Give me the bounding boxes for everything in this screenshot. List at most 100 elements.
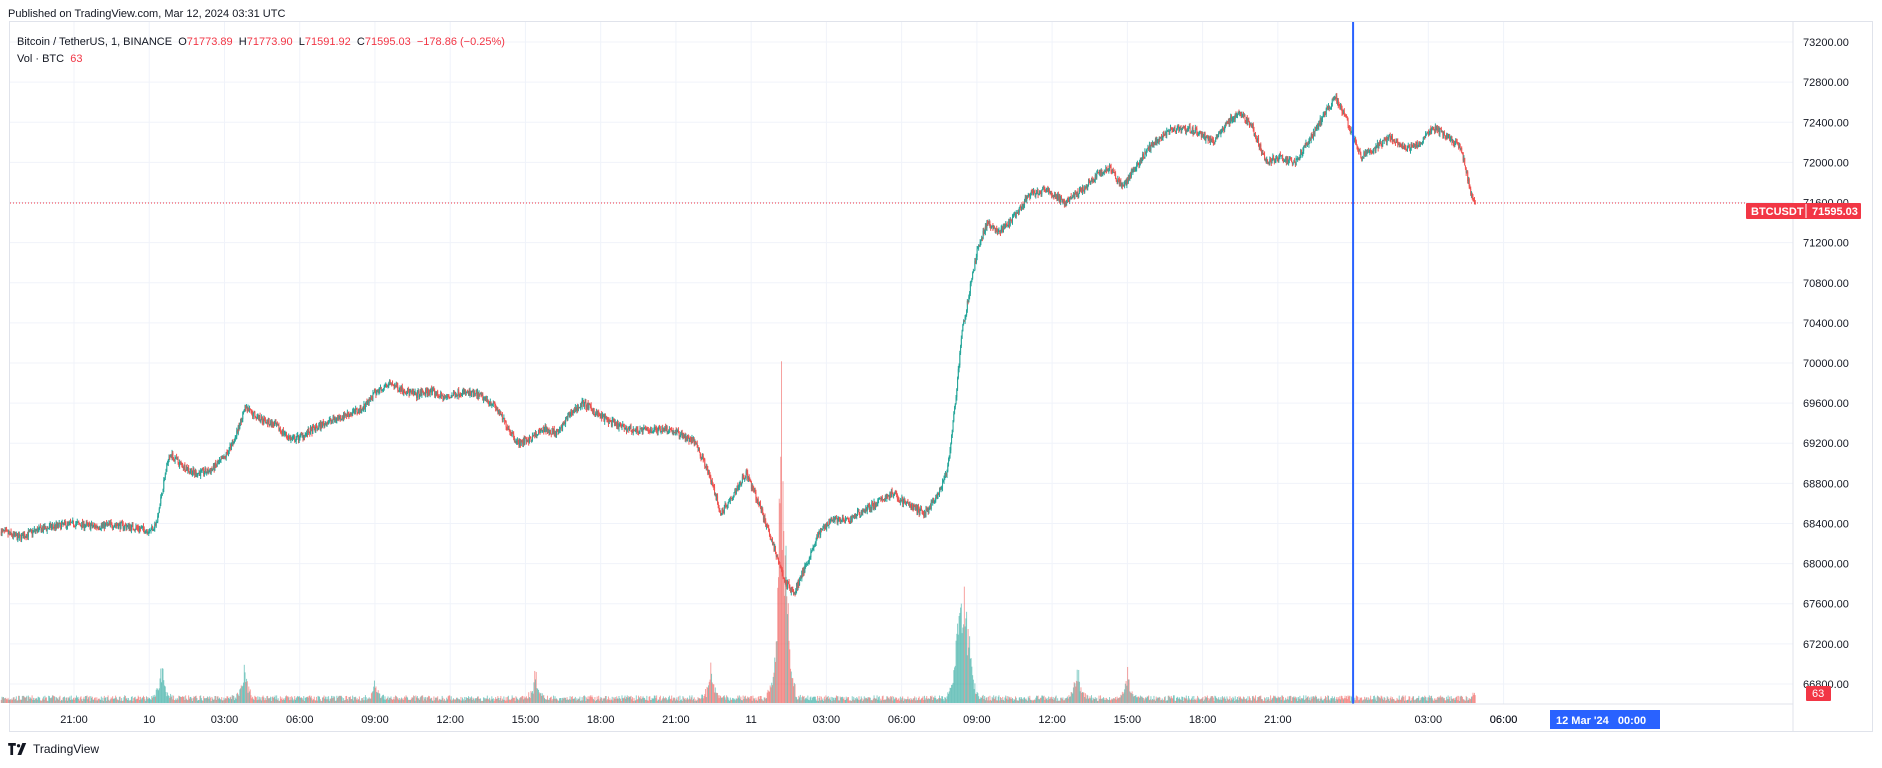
volume-bar — [28, 696, 30, 703]
volume-bar — [54, 700, 56, 703]
volume-bar — [89, 700, 91, 703]
volume-bar — [183, 696, 185, 703]
candle-body — [1040, 191, 1042, 195]
volume-bar — [715, 692, 717, 703]
volume-bar — [1063, 700, 1065, 703]
candle-body — [249, 408, 251, 410]
volume-bar — [1343, 698, 1345, 703]
candle-body — [595, 410, 597, 414]
volume-bar — [127, 700, 129, 703]
volume-bar — [1060, 697, 1062, 703]
volume-bar — [212, 698, 214, 703]
candle-body — [215, 465, 217, 467]
volume-bar — [904, 699, 906, 703]
volume-bar — [698, 698, 700, 703]
volume-bar — [195, 695, 197, 703]
candle-body — [71, 520, 73, 523]
candle-body — [118, 523, 120, 529]
grid — [10, 22, 1793, 704]
candle-body — [370, 397, 372, 399]
candle-body — [336, 417, 338, 421]
volume-bar — [247, 692, 249, 703]
chart-frame[interactable] — [9, 21, 1873, 732]
candle-body — [720, 512, 722, 515]
candle-body — [106, 523, 108, 525]
candle-body — [529, 437, 531, 439]
candle-body — [1060, 196, 1062, 200]
candle-body — [531, 440, 533, 442]
volume-bar — [1425, 700, 1427, 703]
candle-body — [735, 489, 737, 494]
volume-bar — [1365, 697, 1367, 703]
candle-body — [1016, 212, 1018, 214]
volume-bar — [1168, 695, 1170, 703]
candle-body — [532, 435, 534, 437]
candle-body — [590, 405, 592, 409]
volume-bar — [1276, 698, 1278, 703]
candle-body — [405, 393, 407, 395]
volume-bar — [84, 699, 86, 703]
volume-bar — [216, 696, 218, 703]
volume-bar — [472, 697, 474, 703]
volume-bar — [1379, 697, 1381, 703]
candle-body — [911, 505, 913, 509]
volume-bar — [1015, 696, 1017, 703]
candle-body — [805, 564, 807, 566]
candle-body — [619, 424, 621, 426]
volume-bar — [265, 700, 267, 703]
candle-body — [170, 456, 172, 458]
volume-bar — [32, 699, 34, 703]
volume-bar — [151, 696, 153, 703]
volume-bar — [194, 696, 196, 703]
volume-bar — [1071, 692, 1073, 703]
volume-bar — [956, 633, 958, 703]
volume-bar — [222, 700, 224, 703]
volume-bar — [292, 700, 294, 703]
volume-bar — [276, 695, 278, 703]
volume-bar — [613, 697, 615, 703]
volume-bar — [124, 695, 126, 703]
candle-body — [409, 391, 411, 395]
volume-bar — [1139, 695, 1141, 703]
volume-bar — [1133, 695, 1135, 703]
volume-bar — [377, 690, 379, 703]
volume-bar — [523, 696, 525, 703]
volume-bar — [1447, 695, 1449, 703]
volume-bar — [342, 700, 344, 703]
candle-body — [486, 396, 488, 400]
candle-body — [676, 431, 678, 433]
candle-body — [954, 403, 956, 408]
volume-bar — [1109, 700, 1111, 703]
volume-bar — [744, 695, 746, 703]
volume-bar — [851, 696, 853, 703]
candle-body — [209, 471, 211, 473]
volume-bar — [1197, 695, 1199, 703]
volume-bar — [302, 699, 304, 703]
volume-bar — [409, 699, 411, 703]
volume-bar — [656, 695, 658, 703]
candle-body — [915, 505, 917, 510]
candle-body — [378, 390, 380, 392]
volume-bar — [227, 696, 229, 703]
candle-body — [446, 395, 448, 398]
volume-bar — [63, 696, 65, 703]
volume-bar — [1141, 696, 1143, 703]
candle-body — [229, 445, 231, 448]
candle-body — [360, 406, 362, 413]
volume-bar — [811, 700, 813, 703]
candle-body — [516, 441, 518, 443]
volume-bar — [291, 696, 293, 703]
volume-bar — [920, 698, 922, 703]
candle-body — [86, 522, 88, 524]
volume-bar — [145, 696, 147, 703]
volume-bar — [1300, 699, 1302, 703]
candle-body — [1067, 199, 1069, 201]
volume-bar — [23, 695, 25, 703]
volume-bar — [1273, 696, 1275, 703]
volume-bar — [515, 696, 517, 703]
candle-body — [516, 440, 518, 442]
volume-bar — [88, 696, 90, 703]
volume-bar — [796, 697, 798, 703]
volume-bar — [664, 698, 666, 703]
